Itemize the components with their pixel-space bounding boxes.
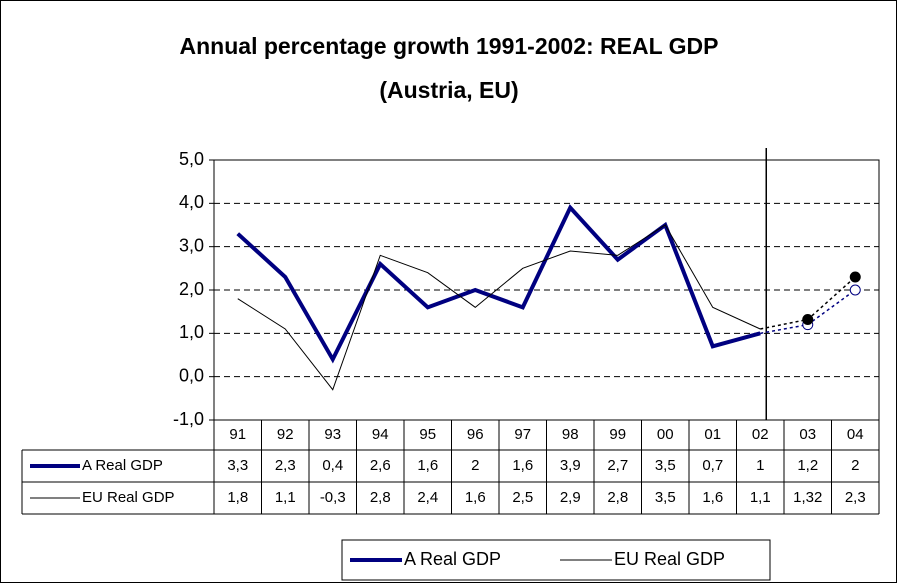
- x-tick-label: 96: [467, 426, 484, 443]
- y-tick-label: -1,0: [173, 409, 204, 429]
- legend-box: [341, 539, 771, 581]
- table-value: 2,3: [275, 457, 296, 474]
- table-value: -0,3: [320, 489, 346, 506]
- table-value: 3,9: [560, 457, 581, 474]
- table-value: 1,2: [797, 457, 818, 474]
- x-tick-label: 91: [229, 426, 246, 443]
- series-line: [237, 224, 761, 391]
- x-tick-label: 97: [514, 426, 531, 443]
- table-value: 1,1: [275, 489, 296, 506]
- table-value: 1,32: [793, 489, 822, 506]
- chart-title: Annual percentage growth 1991-2002: REAL…: [180, 33, 719, 59]
- table-value: 1,8: [227, 489, 248, 506]
- x-tick-label: 00: [657, 426, 674, 443]
- table-value: 3,3: [227, 457, 248, 474]
- series-line: [236, 204, 761, 364]
- table-value: 0,7: [702, 457, 723, 474]
- table-value: 1,1: [750, 489, 771, 506]
- chart-title: (Austria, EU): [379, 77, 518, 103]
- table-value: 2,3: [845, 489, 866, 506]
- table-value: 2,5: [512, 489, 533, 506]
- table-value: 2,8: [607, 489, 628, 506]
- table-value: 2,8: [370, 489, 391, 506]
- y-tick-label: 5,0: [179, 149, 204, 169]
- table-value: 2,6: [370, 457, 391, 474]
- x-tick-label: 01: [704, 426, 721, 443]
- x-tick-label: 93: [324, 426, 341, 443]
- y-tick-label: 0,0: [179, 365, 204, 385]
- table-series-name: EU Real GDP: [82, 489, 175, 506]
- table-value: 2: [471, 457, 479, 474]
- y-tick-label: 3,0: [179, 235, 204, 255]
- table-value: 1: [756, 457, 764, 474]
- x-tick-label: 04: [847, 426, 864, 443]
- table-value: 3,5: [655, 457, 676, 474]
- table-value: 2,9: [560, 489, 581, 506]
- x-tick-label: 03: [799, 426, 816, 443]
- forecast-marker: [802, 313, 814, 325]
- y-tick-label: 1,0: [179, 322, 204, 342]
- table-value: 2,7: [607, 457, 628, 474]
- table-value: 2: [851, 457, 859, 474]
- x-tick-label: 95: [419, 426, 436, 443]
- table-value: 1,6: [417, 457, 438, 474]
- table-value: 0,4: [322, 457, 343, 474]
- table-value: 1,6: [512, 457, 533, 474]
- legend-label: A Real GDP: [404, 549, 501, 569]
- y-tick-label: 4,0: [179, 192, 204, 212]
- x-tick-label: 98: [562, 426, 579, 443]
- table-value: 1,6: [465, 489, 486, 506]
- forecast-marker: [849, 284, 861, 296]
- x-tick-label: 92: [277, 426, 294, 443]
- legend-label: EU Real GDP: [614, 549, 725, 569]
- table-value: 3,5: [655, 489, 676, 506]
- x-tick-label: 02: [752, 426, 769, 443]
- y-tick-label: 2,0: [179, 279, 204, 299]
- table-value: 2,4: [417, 489, 438, 506]
- table-value: 1,6: [702, 489, 723, 506]
- forecast-marker: [849, 271, 861, 283]
- table-series-name: A Real GDP: [82, 457, 163, 474]
- x-tick-label: 99: [609, 426, 626, 443]
- x-tick-label: 94: [372, 426, 389, 443]
